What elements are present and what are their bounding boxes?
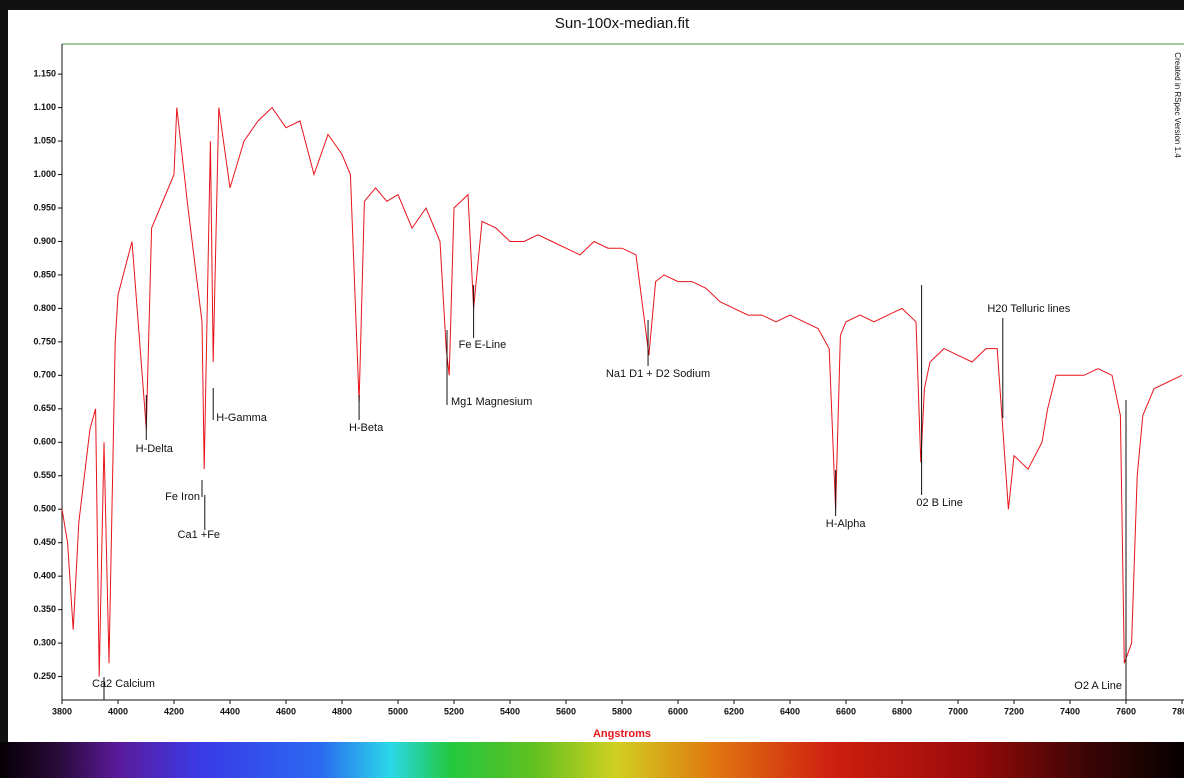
y-tick-label: 0.350 xyxy=(33,604,56,614)
y-tick-label: 0.600 xyxy=(33,437,56,447)
x-tick-label: 6600 xyxy=(836,706,856,716)
x-tick-label: 5000 xyxy=(388,706,408,716)
x-tick-label: 7400 xyxy=(1060,706,1080,716)
y-tick-label: 1.150 xyxy=(33,68,56,78)
x-tick-label: 5800 xyxy=(612,706,632,716)
annotation: Ca2 Calcium xyxy=(92,678,155,690)
x-tick-label: 4800 xyxy=(332,706,352,716)
x-axis-label: Angstroms xyxy=(593,728,651,740)
x-tick-label: 4000 xyxy=(108,706,128,716)
spectrum-strip xyxy=(0,742,1184,778)
y-tick-label: 1.100 xyxy=(33,102,56,112)
y-tick-label: 0.850 xyxy=(33,269,56,279)
annotation: 02 B Line xyxy=(916,497,962,509)
y-tick-label: 0.800 xyxy=(33,303,56,313)
y-tick-label: 0.400 xyxy=(33,571,56,581)
annotation: H-Alpha xyxy=(826,518,867,530)
annotation: Ca1 +Fe xyxy=(178,529,221,541)
annotation: O2 A Line xyxy=(1074,680,1122,692)
annotation: Na1 D1 + D2 Sodium xyxy=(606,368,710,380)
annotation: H-Delta xyxy=(136,443,174,455)
y-tick-label: 0.900 xyxy=(33,236,56,246)
x-tick-label: 7600 xyxy=(1116,706,1136,716)
x-tick-label: 6000 xyxy=(668,706,688,716)
annotation: H-Gamma xyxy=(216,412,268,424)
y-tick-label: 0.550 xyxy=(33,470,56,480)
x-tick-label: 7000 xyxy=(948,706,968,716)
x-tick-label: 6200 xyxy=(724,706,744,716)
annotation: Fe E-Line xyxy=(459,339,507,351)
y-tick-label: 0.750 xyxy=(33,336,56,346)
x-tick-label: 6800 xyxy=(892,706,912,716)
y-tick-label: 0.250 xyxy=(33,671,56,681)
y-tick-label: 1.000 xyxy=(33,169,56,179)
x-tick-label: 5600 xyxy=(556,706,576,716)
x-tick-label: 5200 xyxy=(444,706,464,716)
x-tick-label: 7800 xyxy=(1172,706,1184,716)
annotation: Fe Iron xyxy=(165,491,200,503)
y-tick-label: 1.050 xyxy=(33,135,56,145)
annotation: H-Beta xyxy=(349,422,384,434)
x-tick-label: 4200 xyxy=(164,706,184,716)
y-tick-label: 0.650 xyxy=(33,403,56,413)
x-tick-label: 4400 xyxy=(220,706,240,716)
x-tick-label: 4600 xyxy=(276,706,296,716)
y-tick-label: 0.300 xyxy=(33,637,56,647)
x-tick-label: 5400 xyxy=(500,706,520,716)
y-tick-label: 0.450 xyxy=(33,537,56,547)
chart-title: Sun-100x-median.fit xyxy=(555,15,690,32)
y-tick-label: 0.700 xyxy=(33,370,56,380)
annotation: Mg1 Magnesium xyxy=(451,396,532,408)
y-tick-label: 0.500 xyxy=(33,504,56,514)
x-tick-label: 6400 xyxy=(780,706,800,716)
annotation: H20 Telluric lines xyxy=(987,303,1070,315)
y-tick-label: 0.950 xyxy=(33,202,56,212)
x-tick-label: 3800 xyxy=(52,706,72,716)
side-note: Created in RSpec Version 1.4 xyxy=(1173,52,1182,158)
x-tick-label: 7200 xyxy=(1004,706,1024,716)
spectrum-line xyxy=(61,106,1183,677)
plot-panel xyxy=(8,10,1184,742)
